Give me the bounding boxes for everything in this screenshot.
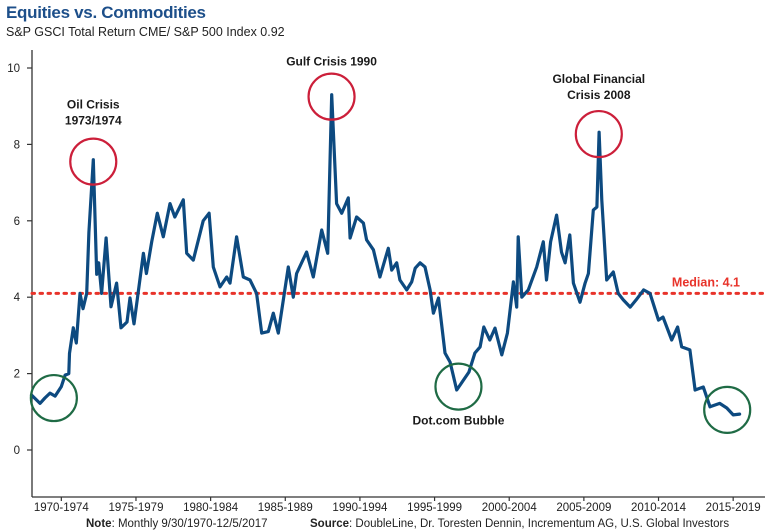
x-tick-label: 1970-1974 bbox=[34, 502, 90, 514]
peak-highlight-circle bbox=[69, 137, 118, 186]
x-tick-label: 1995-1999 bbox=[407, 502, 462, 514]
y-tick-label: 4 bbox=[14, 292, 21, 304]
peak-highlight-circle bbox=[574, 109, 623, 159]
y-tick-label: 8 bbox=[14, 139, 20, 151]
x-tick-label: 1975-1979 bbox=[108, 502, 163, 514]
x-tick-label: 2010-2014 bbox=[631, 502, 687, 514]
trough-highlight-circle bbox=[703, 385, 752, 434]
note-label: Note bbox=[86, 518, 112, 530]
chart-footer: Note: Monthly 9/30/1970-12/5/2017 Source… bbox=[0, 517, 765, 531]
annotation-label: Dot.com Bubble bbox=[412, 414, 504, 428]
x-tick-label: 1990-1994 bbox=[332, 502, 388, 514]
note-text: : Monthly 9/30/1970-12/5/2017 bbox=[111, 518, 268, 530]
annotation-label: Gulf Crisis 1990 bbox=[286, 55, 377, 69]
x-tick-label: 2000-2004 bbox=[482, 502, 538, 514]
x-tick-label: 1985-1989 bbox=[258, 502, 313, 514]
series-line bbox=[29, 93, 742, 417]
chart-subtitle: S&P GSCI Total Return CME/ S&P 500 Index… bbox=[6, 25, 285, 39]
y-tick-label: 10 bbox=[7, 63, 20, 75]
annotation-label: Global Financial bbox=[552, 72, 645, 86]
y-tick-label: 0 bbox=[14, 445, 20, 457]
source-label: Source bbox=[310, 518, 349, 530]
source-text: : DoubleLine, Dr. Toresten Dennin, Incre… bbox=[349, 518, 730, 530]
x-tick-label: 2005-2009 bbox=[556, 502, 611, 514]
x-tick-label: 1980-1984 bbox=[183, 502, 239, 514]
trough-highlight-circle bbox=[29, 373, 78, 423]
chart-title: Equities vs. Commodities bbox=[6, 3, 206, 22]
annotation-label: Crisis 2008 bbox=[567, 88, 631, 102]
x-tick-label: 2015-2019 bbox=[706, 502, 761, 514]
footer-source: Source: DoubleLine, Dr. Toresten Dennin,… bbox=[310, 517, 729, 531]
peak-highlight-circle bbox=[307, 72, 356, 121]
footer-note: Note: Monthly 9/30/1970-12/5/2017 bbox=[86, 517, 268, 531]
annotation-label: 1973/1974 bbox=[65, 114, 122, 128]
y-tick-label: 2 bbox=[14, 369, 20, 381]
trough-highlight-circle bbox=[434, 362, 483, 411]
annotation-label: Oil Crisis bbox=[67, 98, 120, 112]
y-tick-label: 6 bbox=[14, 216, 20, 228]
median-label: Median: 4.1 bbox=[672, 275, 740, 289]
